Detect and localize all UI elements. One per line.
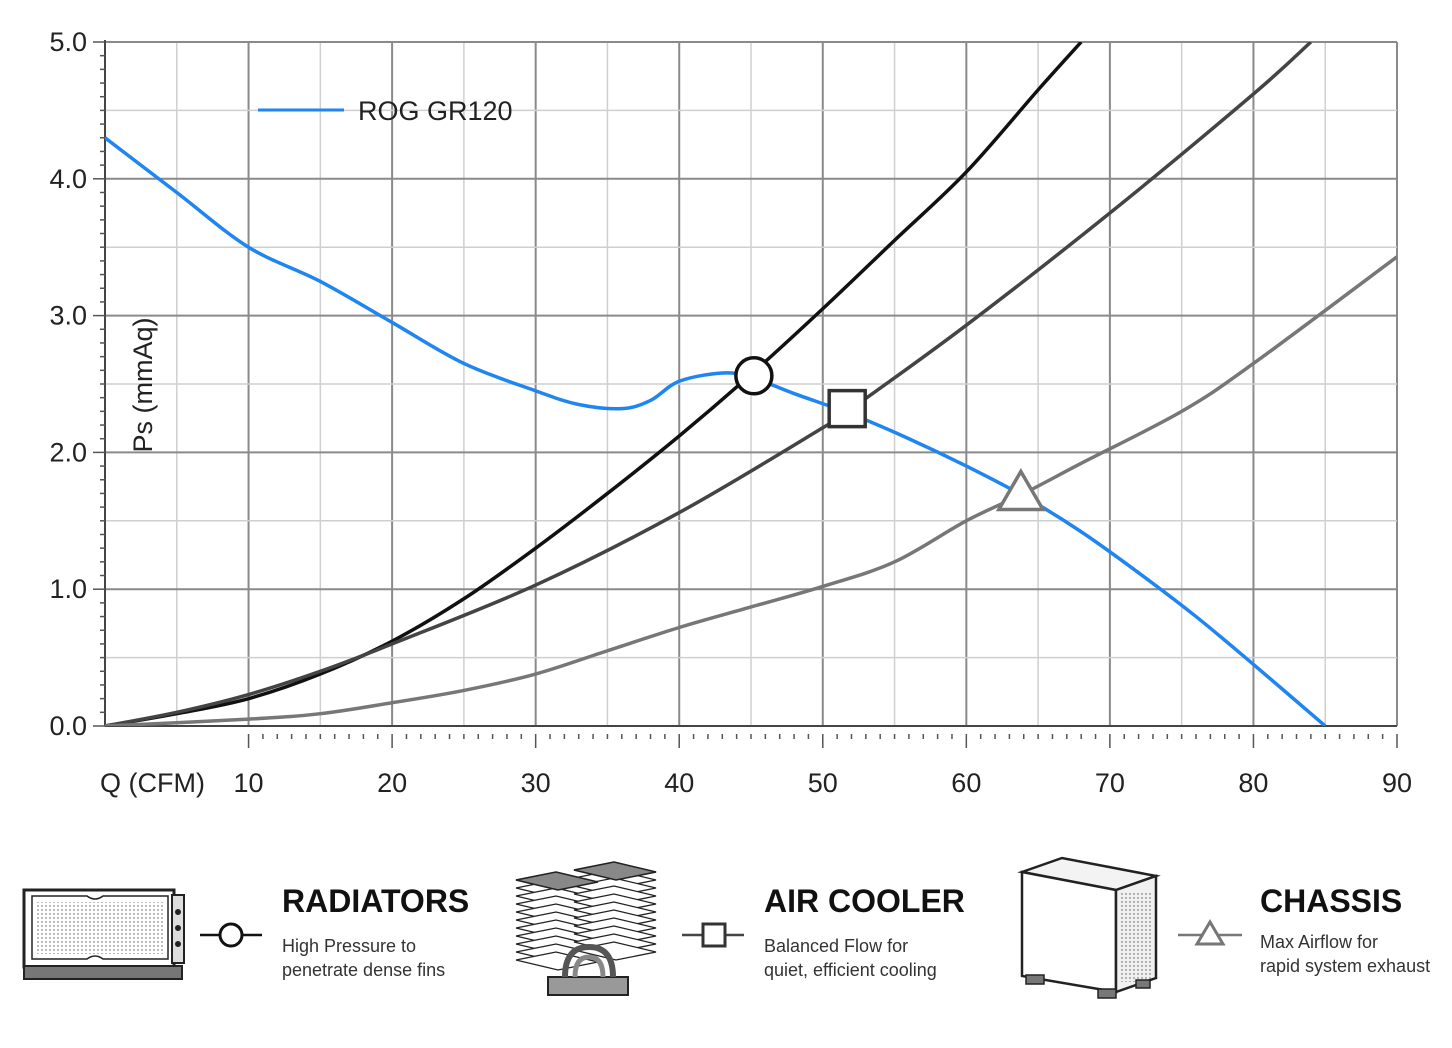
- fan-curve-rog-gr120: [105, 136, 1327, 726]
- grid: [105, 41, 1398, 726]
- radiator-desc-1: High Pressure to: [282, 936, 416, 956]
- x-tick-label: 90: [1382, 768, 1412, 798]
- operating-points: [734, 356, 1046, 512]
- x-tick-label: 20: [377, 768, 407, 798]
- y-tick-label: 1.0: [49, 574, 87, 604]
- tick-labels: 0.0 1.0 2.0 3.0 4.0 5.0 10 20 30 40 50 60 70 80 90: [49, 27, 1412, 798]
- chassis-icon: [1017, 856, 1161, 999]
- radiator-desc-2: penetrate dense fins: [282, 960, 445, 980]
- air-cooler-icon: [515, 861, 657, 996]
- air-cooler-desc-1: Balanced Flow for: [764, 936, 908, 956]
- x-tick-label: 40: [664, 768, 694, 798]
- x-tick-label: 60: [951, 768, 981, 798]
- legend-series-name: ROG GR120: [358, 96, 513, 126]
- y-tick-label: 5.0: [49, 27, 87, 57]
- x-tick-label: 10: [234, 768, 264, 798]
- operating-point-radiator: [734, 356, 774, 396]
- air-cooler-desc-2: quiet, efficient cooling: [764, 960, 937, 980]
- radiator-icon: [22, 888, 185, 980]
- operating-point-chassis: [995, 467, 1046, 512]
- curves: [105, 42, 1397, 726]
- y-tick-label: 3.0: [49, 301, 87, 331]
- chassis-title: CHASSIS: [1260, 883, 1402, 919]
- x-tick-label: 30: [521, 768, 551, 798]
- chassis-legend-marker: [1194, 919, 1226, 946]
- axes: [93, 40, 1398, 748]
- chassis-desc-1: Max Airflow for: [1260, 932, 1378, 952]
- x-axis-label: Q (CFM): [100, 768, 205, 798]
- x-tick-label: 80: [1238, 768, 1268, 798]
- chassis-desc-2: rapid system exhaust: [1260, 956, 1430, 976]
- radiator-title: RADIATORS: [282, 883, 469, 919]
- air-cooler-title: AIR COOLER: [764, 883, 965, 919]
- x-tick-label: 50: [808, 768, 838, 798]
- radiator-legend-marker: [218, 922, 244, 948]
- impedance-curve-2: [105, 42, 1313, 726]
- impedance-curve-3: [105, 255, 1397, 726]
- operating-point-air-cooler: [827, 388, 867, 429]
- x-tick-label: 70: [1095, 768, 1125, 798]
- y-tick-label: 0.0: [49, 711, 87, 741]
- fin-top-right: [573, 861, 657, 881]
- y-tick-label: 4.0: [49, 164, 87, 194]
- air-cooler-legend-marker: [701, 922, 727, 948]
- impedance-curve-1: [105, 42, 1083, 726]
- fin-top-left: [515, 871, 599, 891]
- y-tick-label: 2.0: [49, 437, 87, 467]
- bottom-legend: RADIATORS High Pressure to penetrate den…: [22, 856, 1430, 999]
- y-axis-label: Ps (mmAq): [128, 318, 158, 453]
